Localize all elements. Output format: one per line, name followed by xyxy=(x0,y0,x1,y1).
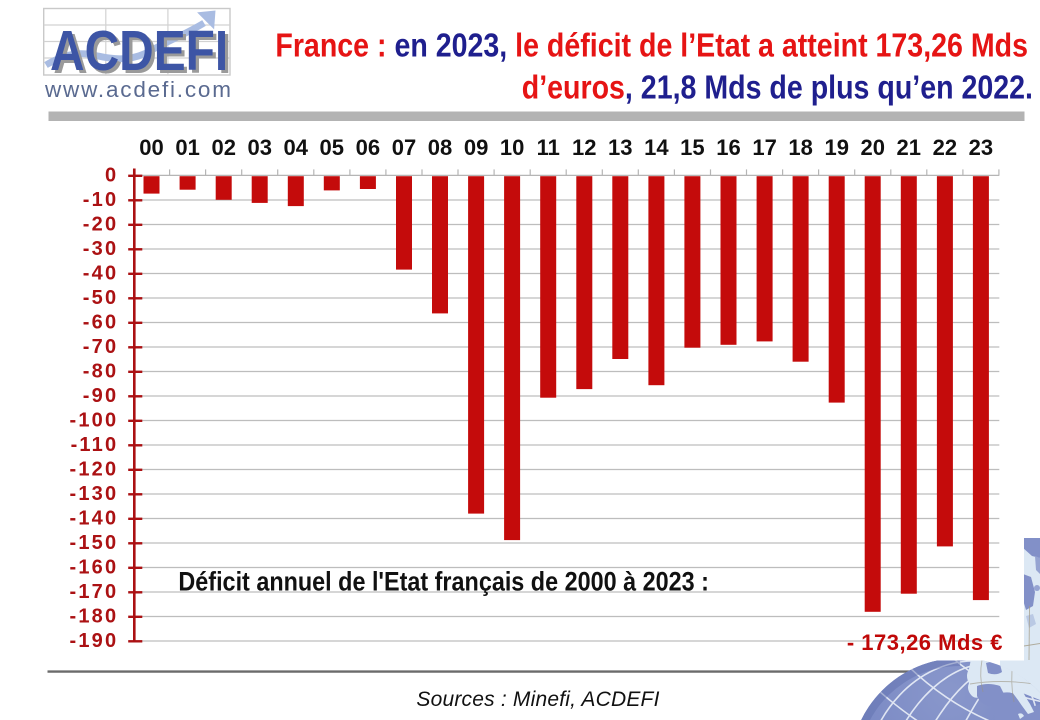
svg-text:-50: -50 xyxy=(83,287,119,309)
svg-text:18: 18 xyxy=(788,135,812,160)
svg-text:-40: -40 xyxy=(83,263,119,285)
svg-text:05: 05 xyxy=(320,135,344,160)
svg-text:-20: -20 xyxy=(83,214,119,236)
svg-text:-150: -150 xyxy=(69,532,118,554)
svg-text:-100: -100 xyxy=(69,410,118,432)
svg-text:0: 0 xyxy=(105,165,118,187)
svg-text:-30: -30 xyxy=(83,238,119,260)
svg-text:-90: -90 xyxy=(83,385,119,407)
svg-text:-120: -120 xyxy=(69,459,118,481)
svg-text:03: 03 xyxy=(247,135,271,160)
svg-text:09: 09 xyxy=(464,135,488,160)
svg-text:22: 22 xyxy=(933,135,957,160)
svg-text:-160: -160 xyxy=(69,557,118,579)
svg-text:04: 04 xyxy=(284,135,309,160)
svg-text:France : en 2023, le déficit d: France : en 2023, le déficit de l’Etat a… xyxy=(275,26,1028,63)
svg-text:21: 21 xyxy=(897,135,921,160)
svg-text:12: 12 xyxy=(572,135,596,160)
svg-text:06: 06 xyxy=(356,135,380,160)
svg-text:ACDEFI: ACDEFI xyxy=(50,19,228,83)
svg-text:08: 08 xyxy=(428,135,452,160)
svg-text:-130: -130 xyxy=(69,483,118,505)
svg-text:15: 15 xyxy=(680,135,704,160)
svg-text:00: 00 xyxy=(139,135,163,160)
svg-text:14: 14 xyxy=(644,135,669,160)
svg-text:01: 01 xyxy=(175,135,199,160)
svg-text:07: 07 xyxy=(392,135,416,160)
svg-text:-180: -180 xyxy=(69,606,118,628)
svg-text:-70: -70 xyxy=(83,336,119,358)
svg-text:-110: -110 xyxy=(71,434,119,456)
svg-text:-10: -10 xyxy=(83,189,119,211)
svg-text:10: 10 xyxy=(500,135,524,160)
svg-text:- 173,26 Mds €: - 173,26 Mds € xyxy=(847,630,1003,655)
svg-text:16: 16 xyxy=(716,135,740,160)
svg-text:20: 20 xyxy=(860,135,884,160)
svg-text:Déficit annuel de l'Etat franç: Déficit annuel de l'Etat français de 200… xyxy=(178,567,708,597)
svg-text:-80: -80 xyxy=(83,361,119,383)
svg-text:d’euros, 21,8 Mds de plus qu’e: d’euros, 21,8 Mds de plus qu’en 2022. xyxy=(522,69,1033,106)
svg-text:-170: -170 xyxy=(69,581,118,603)
svg-text:11: 11 xyxy=(537,135,560,160)
svg-text:-60: -60 xyxy=(83,312,119,334)
svg-text:17: 17 xyxy=(752,135,776,160)
svg-text:Sources : Minefi, ACDEFI: Sources : Minefi, ACDEFI xyxy=(416,688,659,711)
svg-text:02: 02 xyxy=(211,135,235,160)
svg-text:-140: -140 xyxy=(69,508,118,530)
svg-text:www.acdefi.com: www.acdefi.com xyxy=(44,77,233,102)
svg-text:23: 23 xyxy=(969,135,993,160)
svg-text:ACDEFI: ACDEFI xyxy=(53,22,231,86)
svg-text:-190: -190 xyxy=(69,630,118,652)
svg-text:19: 19 xyxy=(824,135,848,160)
svg-text:13: 13 xyxy=(608,135,632,160)
